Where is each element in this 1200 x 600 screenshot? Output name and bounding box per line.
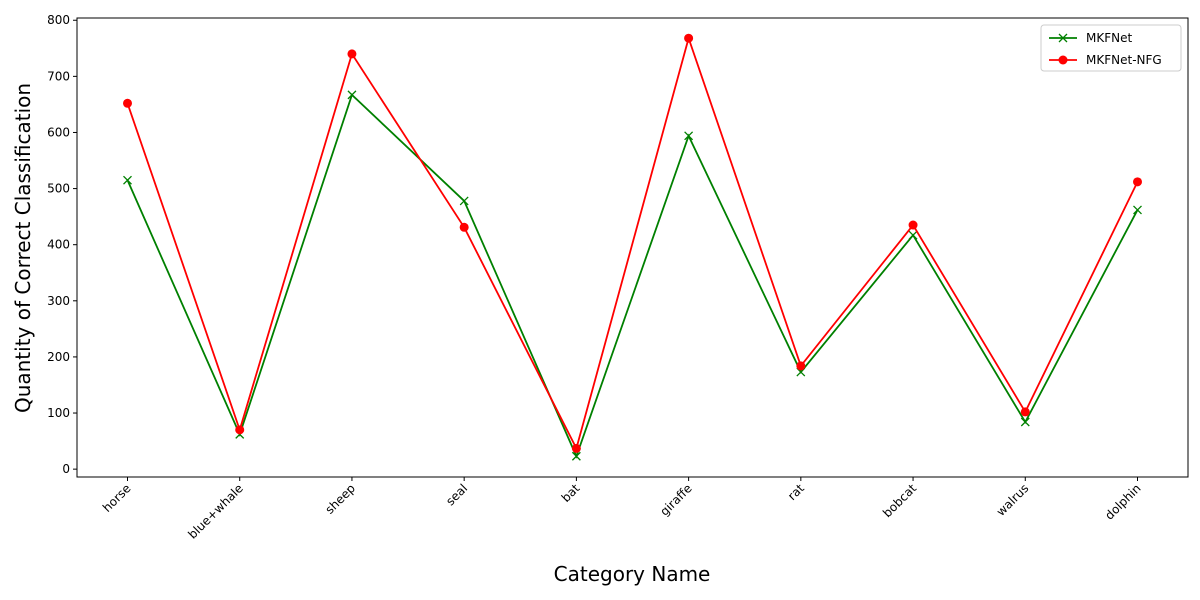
y-axis-label: Quantity of Correct Classification [11,83,35,413]
marker [684,33,694,43]
x-axis-label: Category Name [554,562,711,586]
x-tick-label: seal [443,481,470,508]
marker [459,196,469,206]
plot-frame [76,17,1189,478]
y-tick-label: 400 [47,238,70,252]
marker [1020,407,1030,417]
marker [347,49,357,59]
x-tick-label: horse [100,481,134,515]
marker [571,451,581,461]
y-tick-label: 0 [62,462,70,476]
x-tick-label: bobcat [880,481,919,520]
y-tick-label: 800 [47,13,70,27]
marker [796,361,806,371]
marker [123,98,132,108]
marker [347,90,357,100]
x-tick-label: giraffe [657,481,694,518]
y-tick-label: 200 [47,350,70,364]
marker [1058,33,1068,43]
x-tick-label: dolphin [1102,481,1143,522]
legend: MKFNet MKFNet-NFG [1040,24,1182,72]
x-tick-label: sheep [323,481,359,517]
marker [459,222,469,232]
marker [1133,177,1142,187]
x-tick-label: rat [785,481,807,503]
marker [1133,205,1142,215]
marker [1020,417,1030,427]
marker [571,443,581,453]
y-tick-label: 500 [47,182,70,196]
marker [1058,55,1068,65]
y-tick-label: 100 [47,406,70,420]
y-tick-label: 700 [47,69,70,83]
marker [123,175,132,185]
x-tick-label: bat [559,481,583,505]
legend-label: MKFNet [1086,31,1132,45]
y-tick-label: 600 [47,125,70,139]
x-tick-label: blue+whale [185,481,245,541]
y-tick-label: 300 [47,294,70,308]
marker [684,131,694,141]
marker [908,220,918,230]
x-tick-label: walrus [994,481,1032,519]
marker [908,230,918,240]
marker [235,425,245,435]
series-line [126,35,1139,451]
legend-label: MKFNet-NFG [1086,53,1162,67]
series-line [126,93,1139,459]
